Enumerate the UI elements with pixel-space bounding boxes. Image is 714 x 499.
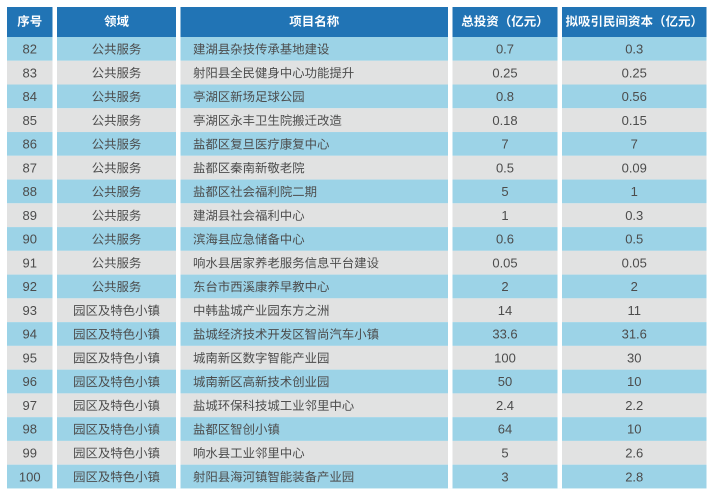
- svg-text:98: 98: [23, 422, 37, 437]
- svg-text:88: 88: [23, 184, 37, 199]
- svg-text:0.25: 0.25: [622, 65, 647, 80]
- svg-text:91: 91: [23, 255, 37, 270]
- svg-text:2: 2: [501, 279, 508, 294]
- svg-text:64: 64: [498, 422, 512, 437]
- svg-text:30: 30: [627, 350, 641, 365]
- svg-text:3: 3: [501, 469, 508, 484]
- svg-text:2: 2: [631, 279, 638, 294]
- svg-text:0.15: 0.15: [622, 113, 647, 128]
- svg-text:85: 85: [23, 113, 37, 128]
- svg-text:90: 90: [23, 232, 37, 247]
- svg-text:89: 89: [23, 208, 37, 223]
- svg-text:0.18: 0.18: [492, 113, 517, 128]
- svg-text:50: 50: [498, 374, 512, 389]
- svg-text:0.05: 0.05: [492, 255, 517, 270]
- svg-text:87: 87: [23, 160, 37, 175]
- svg-text:7: 7: [631, 137, 638, 152]
- svg-text:31.6: 31.6: [622, 327, 647, 342]
- svg-text:5: 5: [501, 446, 508, 461]
- svg-text:33.6: 33.6: [492, 327, 517, 342]
- svg-text:14: 14: [498, 303, 512, 318]
- svg-text:2.4: 2.4: [496, 398, 514, 413]
- svg-text:96: 96: [23, 374, 37, 389]
- svg-text:0.5: 0.5: [496, 160, 514, 175]
- svg-text:82: 82: [23, 42, 37, 57]
- svg-text:0.3: 0.3: [625, 208, 643, 223]
- svg-text:5: 5: [501, 184, 508, 199]
- svg-text:0.05: 0.05: [622, 255, 647, 270]
- svg-text:11: 11: [628, 303, 642, 318]
- svg-text:86: 86: [23, 137, 37, 152]
- svg-text:95: 95: [23, 350, 37, 365]
- svg-text:99: 99: [23, 446, 37, 461]
- svg-text:2.6: 2.6: [625, 446, 643, 461]
- svg-text:1: 1: [501, 208, 508, 223]
- svg-text:10: 10: [627, 374, 641, 389]
- svg-text:0.6: 0.6: [496, 232, 514, 247]
- svg-text:84: 84: [23, 89, 37, 104]
- svg-text:2.2: 2.2: [625, 398, 643, 413]
- svg-text:7: 7: [501, 137, 508, 152]
- svg-text:97: 97: [23, 398, 37, 413]
- svg-text:2.8: 2.8: [625, 469, 643, 484]
- svg-text:100: 100: [19, 469, 41, 484]
- svg-text:0.09: 0.09: [622, 160, 647, 175]
- svg-text:1: 1: [631, 184, 638, 199]
- svg-text:92: 92: [23, 279, 37, 294]
- svg-text:0.25: 0.25: [492, 65, 517, 80]
- svg-text:0.5: 0.5: [625, 232, 643, 247]
- svg-text:94: 94: [23, 327, 37, 342]
- svg-text:83: 83: [23, 65, 37, 80]
- svg-text:100: 100: [494, 350, 516, 365]
- svg-text:0.3: 0.3: [625, 42, 643, 57]
- svg-text:93: 93: [23, 303, 37, 318]
- svg-text:0.8: 0.8: [496, 89, 514, 104]
- svg-text:0.56: 0.56: [622, 89, 647, 104]
- svg-text:0.7: 0.7: [496, 42, 514, 57]
- svg-text:10: 10: [627, 422, 641, 437]
